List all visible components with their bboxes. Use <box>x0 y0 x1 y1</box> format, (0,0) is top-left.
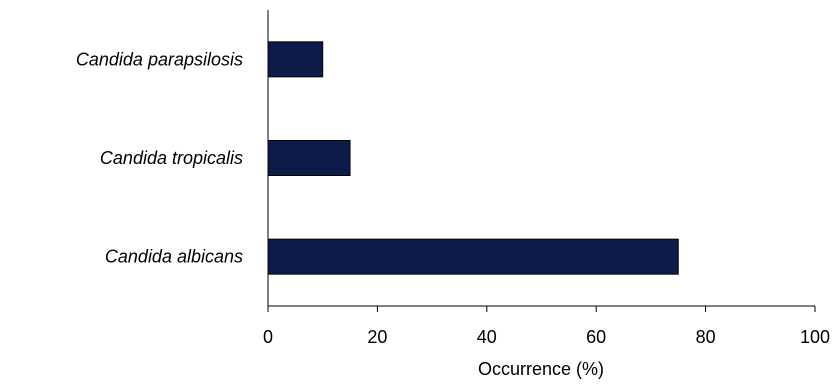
x-tick-label: 60 <box>586 327 606 347</box>
bar-candida-albicans <box>267 238 679 275</box>
category-label: Candida albicans <box>105 247 243 267</box>
x-tick-label: 100 <box>800 327 830 347</box>
bar-candida-parapsilosis <box>267 41 324 78</box>
x-tick-label: 20 <box>367 327 387 347</box>
category-label: Candida parapsilosis <box>76 49 243 69</box>
category-label: Candida tropicalis <box>100 148 243 168</box>
x-axis-title: Occurrence (%) <box>478 359 604 379</box>
x-axis-ticks: 0 20 40 60 80 100 <box>263 306 830 347</box>
bars-group <box>267 41 679 275</box>
x-tick-label: 80 <box>696 327 716 347</box>
x-tick-label: 0 <box>263 327 273 347</box>
category-labels: Candida parapsilosis Candida tropicalis Ca… <box>76 49 243 266</box>
bar-candida-tropicalis <box>267 140 351 176</box>
x-tick-label: 40 <box>477 327 497 347</box>
